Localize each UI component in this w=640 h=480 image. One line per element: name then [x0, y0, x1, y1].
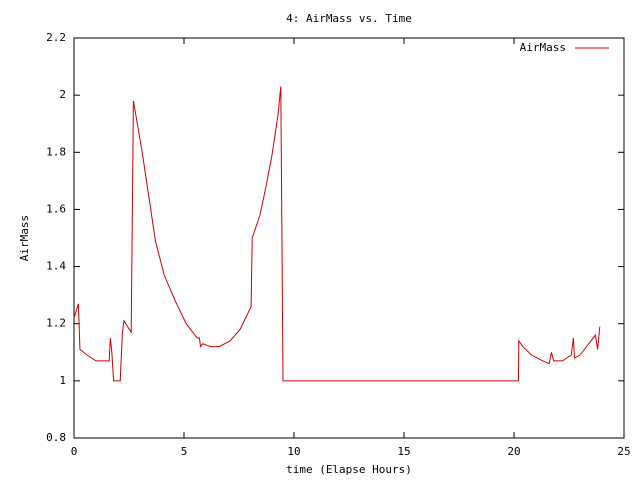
x-axis-label: time (Elapse Hours)	[286, 463, 412, 476]
y-tick-label: 1	[59, 374, 66, 387]
y-tick-label: 1.6	[46, 202, 66, 215]
y-tick-label: 1.4	[46, 260, 66, 273]
x-tick-label: 25	[617, 445, 630, 458]
plot-frame	[73, 37, 625, 439]
x-tick-label: 0	[71, 445, 78, 458]
y-tick-label: 1.2	[46, 317, 66, 330]
x-tick-label: 15	[397, 445, 410, 458]
y-tick-label: 2	[59, 88, 66, 101]
x-tick-label: 10	[287, 445, 300, 458]
x-tick-label: 20	[507, 445, 520, 458]
x-tick-label: 5	[181, 445, 188, 458]
y-tick-label: 1.8	[46, 145, 66, 158]
y-tick-label: 0.8	[46, 431, 66, 444]
y-tick-label: 2.2	[46, 31, 66, 44]
legend-label: AirMass	[520, 41, 566, 54]
chart-title: 4: AirMass vs. Time	[286, 12, 412, 25]
data-line	[73, 86, 601, 382]
y-axis-label: AirMass	[18, 215, 31, 261]
